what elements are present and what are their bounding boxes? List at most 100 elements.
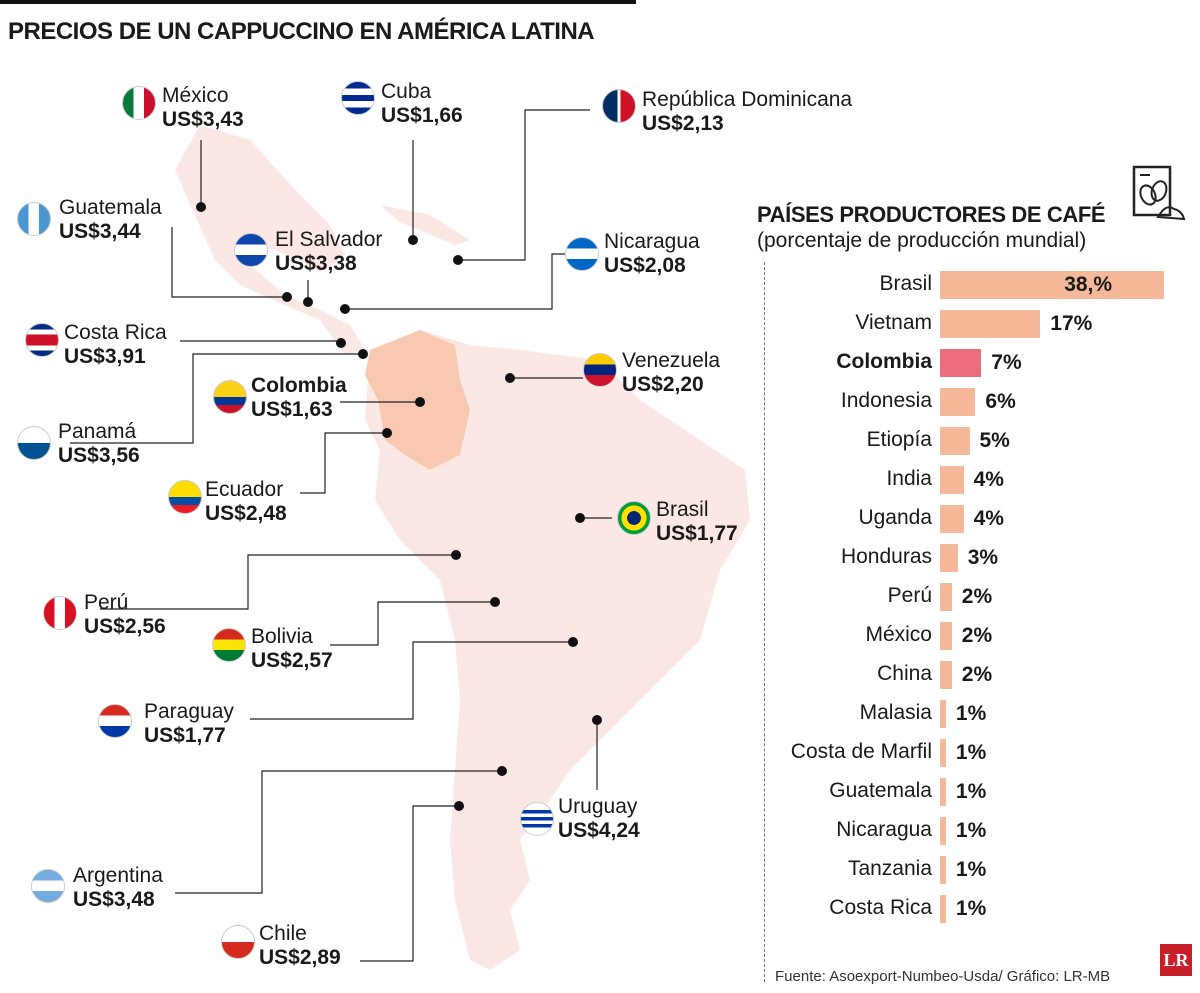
bar (940, 388, 976, 416)
cappuccino-price: US$2,56 (84, 615, 166, 638)
cappuccino-price: US$3,43 (162, 108, 244, 131)
country-label: Panamá US$3,56 (58, 420, 140, 468)
bar-category-label: México (865, 623, 932, 646)
cappuccino-price: US$2,89 (259, 946, 341, 969)
country-label: Brasil US$1,77 (656, 498, 738, 546)
country-name: Chile (259, 922, 307, 945)
bolivia-flag-icon (212, 628, 246, 662)
coffee-bag-icon (1132, 165, 1186, 221)
country-label: Perú US$2,56 (84, 591, 166, 639)
cappuccino-price: US$1,66 (381, 104, 463, 127)
bar-row: Vietnam 17% (770, 309, 1190, 339)
bar-category-label: China (877, 662, 932, 685)
country-label: Bolivia US$2,57 (251, 625, 333, 673)
lr-logo: LR (1160, 944, 1192, 976)
latin-america-map (70, 109, 750, 970)
country-label: Paraguay US$1,77 (144, 700, 234, 748)
country-name: Perú (84, 591, 129, 614)
bar-row: Nicaragua 1% (770, 816, 1190, 846)
country-label: República Dominicana US$2,13 (642, 88, 852, 136)
bar-row: Tanzania 1% (770, 855, 1190, 885)
country-label: Colombia US$1,63 (251, 374, 347, 422)
bar (940, 700, 946, 728)
venezuela-flag-icon (583, 353, 617, 387)
bar-value-label: 7% (991, 351, 1022, 374)
dominican-republic-flag-icon (602, 89, 636, 123)
chart-divider (764, 262, 765, 982)
country-name: Costa Rica (64, 321, 167, 344)
argentina-flag-icon (31, 869, 65, 903)
paraguay-flag-icon (98, 704, 132, 738)
cappuccino-price: US$3,56 (58, 444, 140, 467)
bar (940, 622, 952, 650)
bar (940, 427, 970, 455)
country-label: Argentina US$3,48 (73, 864, 163, 912)
bar-row: Malasia 1% (770, 699, 1190, 729)
country-name: Bolivia (251, 625, 313, 648)
country-label: Uruguay US$4,24 (558, 795, 640, 843)
bar (940, 505, 964, 533)
country-name: Brasil (656, 498, 709, 521)
bar-row: Perú 2% (770, 582, 1190, 612)
el-salvador-flag-icon (234, 233, 268, 267)
bar-category-label: Guatemala (829, 779, 932, 802)
country-name: República Dominicana (642, 88, 853, 111)
panama-flag-icon (17, 426, 51, 460)
country-name: Uruguay (558, 795, 638, 818)
bar (940, 349, 982, 377)
cappuccino-price: US$1,77 (144, 724, 226, 747)
bar (940, 310, 1041, 338)
cappuccino-price: US$4,24 (558, 819, 640, 842)
cappuccino-price: US$2,57 (251, 649, 333, 672)
bar-value-label: 1% (955, 897, 987, 920)
bar (940, 817, 946, 845)
country-name: Colombia (251, 374, 347, 397)
country-name: Panamá (58, 420, 137, 443)
cappuccino-price: US$3,91 (64, 345, 146, 368)
bar (940, 739, 946, 767)
bar-row: Costa de Marfil 1% (770, 738, 1190, 768)
location-dots (196, 202, 602, 811)
cappuccino-price: US$3,48 (73, 888, 155, 911)
bar (940, 661, 952, 689)
bar-value-label: 4% (973, 507, 1004, 530)
bar-value-label: 1% (955, 780, 987, 803)
bar-category-label: Honduras (840, 545, 932, 568)
country-name: Argentina (73, 864, 163, 887)
country-label: Nicaragua US$2,08 (604, 230, 700, 278)
bar-category-label: Costa de Marfil (790, 740, 932, 763)
leader-lines (70, 109, 612, 962)
bar-value-label: 3% (967, 546, 999, 569)
country-name: Ecuador (205, 478, 284, 501)
mexico-flag-icon (122, 86, 156, 120)
bar-row: Colombia 7% (770, 348, 1190, 378)
country-name: Nicaragua (604, 230, 700, 253)
nicaragua-flag-icon (565, 237, 599, 271)
bar-category-label: Uganda (858, 506, 932, 529)
bar-category-label: Brasil (879, 272, 932, 295)
country-label: Cuba US$1,66 (381, 80, 463, 128)
bar (940, 271, 1165, 299)
bar-row: México 2% (770, 621, 1190, 651)
country-name: Guatemala (59, 196, 162, 219)
bar-value-label: 4% (973, 468, 1004, 491)
guatemala-flag-icon (17, 202, 51, 236)
bar-row: Indonesia 6% (770, 387, 1190, 417)
chile-flag-icon (221, 925, 255, 959)
country-label: Costa Rica US$3,91 (64, 321, 167, 369)
bar-value-label: 6% (985, 390, 1016, 413)
bar-row: Uganda 4% (770, 504, 1190, 534)
bar (940, 466, 964, 494)
chart-title: PAÍSES PRODUCTORES DE CAFÉ (757, 202, 1106, 227)
page-title: PRECIOS DE UN CAPPUCCINO EN AMÉRICA LATI… (8, 18, 595, 45)
peru-flag-icon (43, 596, 77, 630)
bar-value-label: 2% (961, 585, 993, 608)
bar-value-label: 1% (955, 702, 987, 725)
bar (940, 856, 946, 884)
bar-category-label: India (886, 467, 932, 490)
bar-row: Guatemala 1% (770, 777, 1190, 807)
source-note: Fuente: Asoexport-Numbeo-Usda/ Gráfico: … (775, 968, 1111, 985)
country-name: México (162, 84, 229, 107)
bar-category-label: Perú (887, 584, 932, 607)
